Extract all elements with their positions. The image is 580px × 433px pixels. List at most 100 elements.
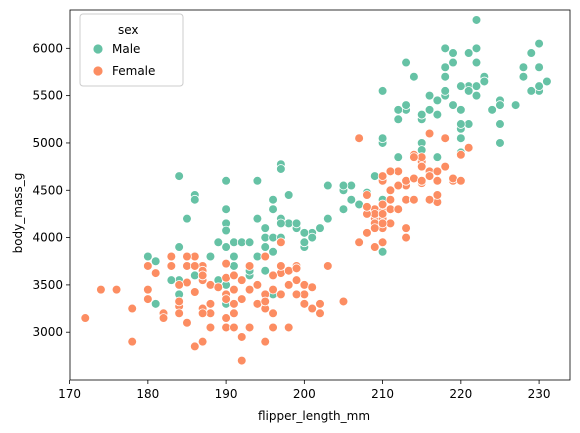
data-point-female xyxy=(182,251,192,262)
data-point-female xyxy=(440,133,451,144)
data-point-female xyxy=(323,261,333,271)
data-point-female xyxy=(424,128,435,139)
data-point-female xyxy=(229,299,239,309)
data-point-female xyxy=(229,270,239,281)
data-point-female xyxy=(158,313,169,323)
data-point-female xyxy=(369,223,380,233)
data-point-female xyxy=(197,270,208,281)
data-point-male xyxy=(377,246,388,257)
data-point-female xyxy=(456,149,466,160)
data-point-male xyxy=(174,171,184,181)
data-point-female xyxy=(362,190,372,200)
data-point-female xyxy=(244,322,255,333)
data-point-male xyxy=(463,86,474,96)
data-point-male xyxy=(471,57,482,68)
data-point-female xyxy=(174,308,184,319)
data-point-female xyxy=(432,166,443,177)
data-point-female xyxy=(182,277,192,288)
data-point-female xyxy=(197,308,208,319)
y-axis-label: body_mass_g xyxy=(11,173,25,254)
data-point-female xyxy=(127,336,138,347)
data-point-male xyxy=(268,194,278,205)
data-point-male xyxy=(354,199,364,210)
data-point-female xyxy=(338,296,349,307)
points-layer xyxy=(80,15,552,366)
data-point-male xyxy=(346,194,357,205)
data-point-male xyxy=(440,43,451,54)
data-point-female xyxy=(377,218,388,229)
data-point-male xyxy=(291,218,302,229)
data-point-male xyxy=(416,109,427,120)
x-tick-label: 180 xyxy=(136,387,159,401)
data-point-male xyxy=(268,246,278,257)
data-point-female xyxy=(268,270,278,281)
data-point-female xyxy=(315,308,325,319)
data-point-female xyxy=(221,313,231,323)
data-point-female xyxy=(236,275,247,285)
data-point-male xyxy=(495,138,505,148)
data-point-male xyxy=(221,176,231,186)
data-point-female xyxy=(221,294,231,304)
data-point-female xyxy=(260,251,271,262)
y-tick-label: 3000 xyxy=(32,325,63,339)
x-tick-label: 220 xyxy=(449,387,472,401)
data-point-male xyxy=(268,204,278,214)
x-tick-label: 200 xyxy=(293,387,316,401)
data-point-female xyxy=(440,161,451,172)
data-point-male xyxy=(315,223,325,233)
data-point-male xyxy=(518,71,529,82)
legend: sex Male Female xyxy=(79,13,184,87)
data-point-female xyxy=(244,284,255,295)
data-point-female xyxy=(252,299,263,309)
x-axis-label: flipper_length_mm xyxy=(258,409,370,423)
data-point-male xyxy=(495,100,505,110)
plot-frame xyxy=(69,9,571,381)
data-point-male xyxy=(471,43,482,54)
x-tick-label: 230 xyxy=(528,387,551,401)
data-point-female xyxy=(283,280,294,290)
data-point-female xyxy=(362,202,372,212)
data-point-male xyxy=(229,251,239,262)
data-point-male xyxy=(448,100,458,110)
data-point-male xyxy=(440,86,451,96)
data-point-male xyxy=(471,15,482,25)
data-point-female xyxy=(221,258,231,269)
data-point-male xyxy=(143,251,153,262)
data-point-female xyxy=(362,228,372,238)
data-point-female xyxy=(456,176,466,186)
data-point-male xyxy=(526,48,537,58)
data-point-female xyxy=(229,284,239,295)
data-point-female xyxy=(166,251,177,262)
data-point-female xyxy=(236,332,247,342)
data-point-male xyxy=(213,237,224,248)
data-point-female xyxy=(229,308,239,319)
data-point-male xyxy=(463,48,474,58)
data-point-male xyxy=(432,152,443,162)
data-point-female xyxy=(377,199,388,210)
data-point-female xyxy=(369,242,380,252)
ticks-layer: 170 180 190 200 210 220 230 3000 3500 4000 4500 500… xyxy=(32,41,550,401)
y-tick-label: 3500 xyxy=(32,278,63,292)
data-point-female xyxy=(432,176,443,186)
legend-marker-female xyxy=(92,65,104,77)
data-point-male xyxy=(338,180,349,191)
data-point-male xyxy=(190,194,200,205)
data-point-male xyxy=(424,90,435,101)
data-point-female xyxy=(166,261,177,271)
data-point-male xyxy=(471,81,482,91)
data-point-female xyxy=(401,232,411,243)
data-point-female xyxy=(385,194,396,205)
data-point-male xyxy=(307,232,317,243)
data-point-male xyxy=(456,119,466,129)
data-point-male xyxy=(276,218,286,229)
data-point-female xyxy=(409,152,419,162)
data-point-female xyxy=(393,180,404,191)
data-point-female xyxy=(463,142,474,153)
data-point-female xyxy=(96,284,106,295)
y-tick-label: 4000 xyxy=(32,231,63,245)
data-point-female xyxy=(299,299,310,309)
data-point-male xyxy=(283,190,294,200)
data-point-female xyxy=(432,190,443,200)
data-point-female xyxy=(221,272,231,283)
data-point-female xyxy=(229,322,239,333)
